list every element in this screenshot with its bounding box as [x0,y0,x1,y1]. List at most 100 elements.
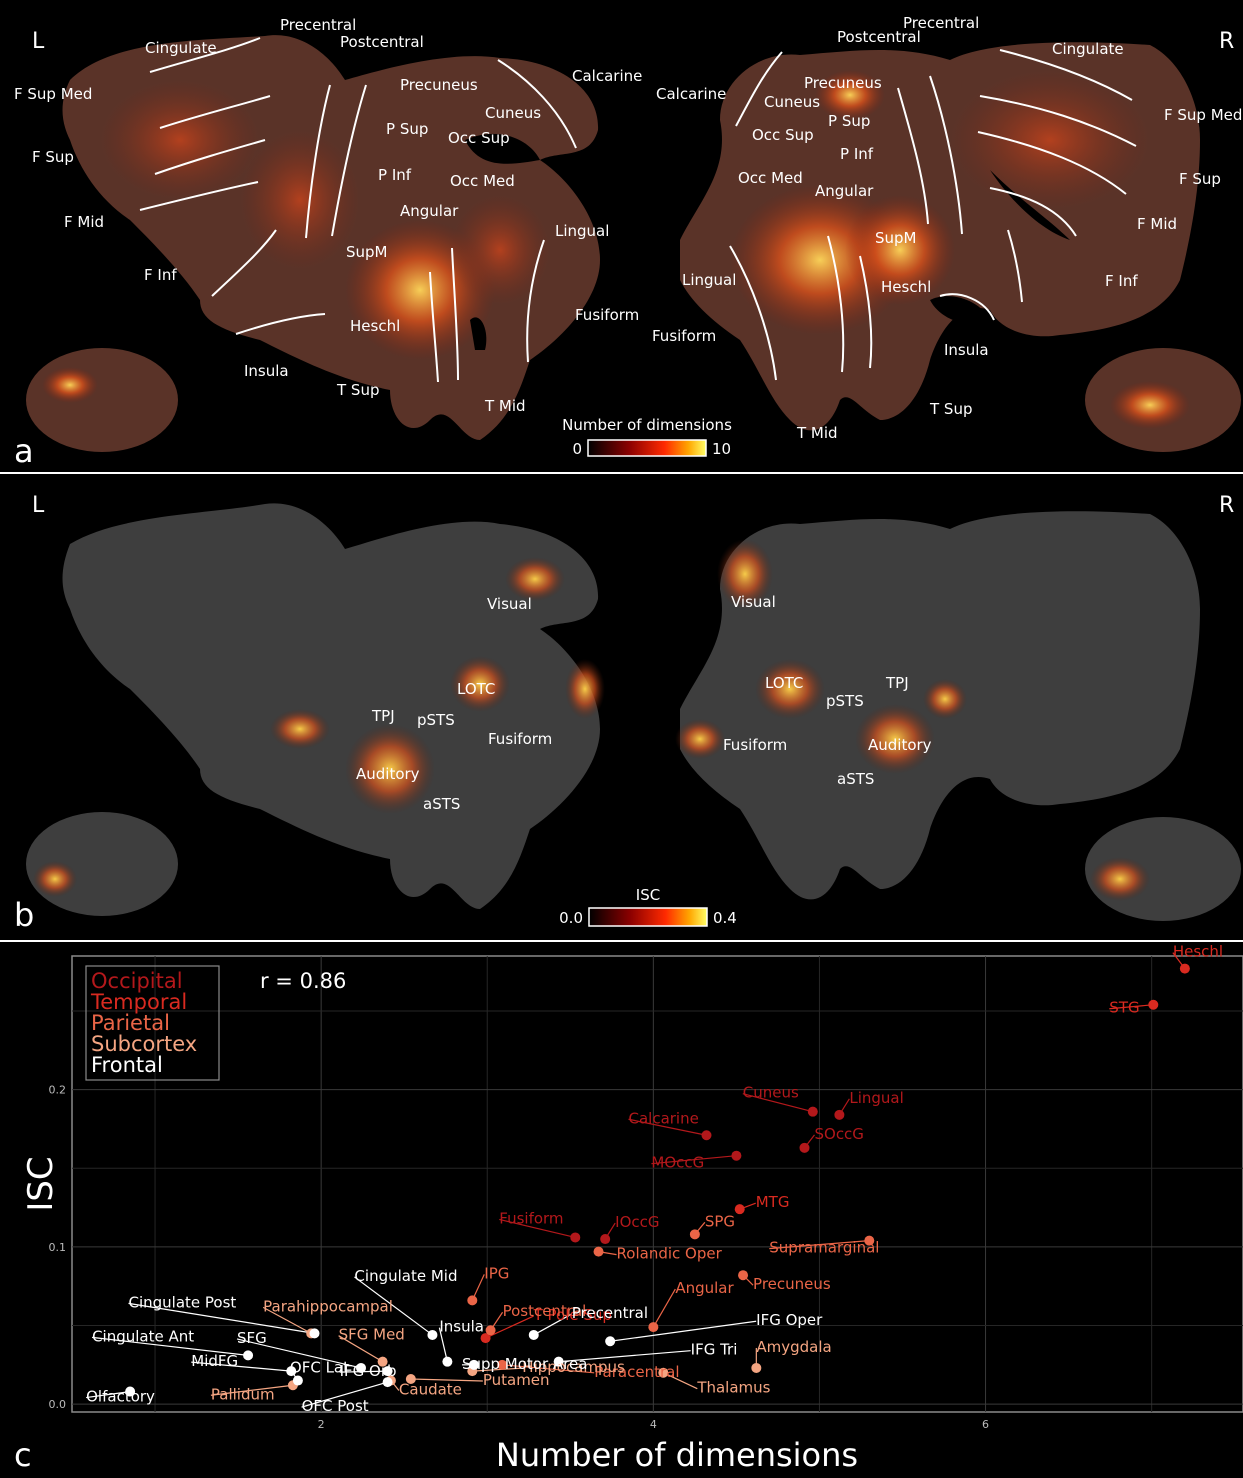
right-sulci-lines [729,49,1137,381]
region-label: Cingulate [1052,40,1124,58]
right-sulcus-line [979,95,1137,147]
point-label-cingulate-mid: Cingulate Mid [354,1267,457,1285]
point-label-midfg: MidFG [191,1352,238,1370]
point-ifg-oper [605,1336,616,1347]
point-label-cingulate-ant: Cingulate Ant [92,1327,194,1345]
point-label-cuneus: Cuneus [743,1084,799,1102]
left-cut-temporal [470,317,487,350]
point-paracentral [497,1359,508,1370]
point-ofc-post [382,1377,393,1388]
point-precentral [528,1329,539,1340]
leader-line-hippocampus [472,1367,523,1372]
point-label-rolandic-oper: Rolandic Oper [617,1245,723,1263]
right-isc-hot-lotc [755,659,825,719]
region-label: P Sup [386,120,428,138]
leader-line-midfg [191,1361,292,1372]
right-hemisphere-flatmap [680,42,1200,431]
isc-region-label: aSTS [837,770,874,788]
region-label: Occ Sup [448,129,510,147]
leader-line-ofc-post [301,1381,388,1408]
axis-ticks: 2 4 6 0.0 0.1 0.2 [49,1084,990,1431]
colorbar-title: ISC [636,886,660,904]
region-label: SupM [346,243,388,261]
panel-a-flatmap-dimensions: Cingulate Precentral Postcentral F Sup M… [0,0,1243,472]
leader-line-ifg-oper [610,1320,757,1342]
x-axis-label: Number of dimensions [496,1436,858,1474]
point-label-spg: SPG [705,1212,735,1230]
left-cut-occipital [465,133,540,164]
region-label: Insula [944,341,989,359]
point-supramarginal [864,1235,875,1246]
region-label: Precuneus [400,76,478,94]
leader-line-cingulate-mid [354,1276,433,1336]
panel-letter-c: c [14,1436,32,1474]
right-sulcus-line [827,235,845,373]
region-label: F Sup Med [1164,106,1242,124]
point-heschl [1179,963,1190,974]
leader-line-cuneus [742,1093,813,1113]
leader-line-sfg [236,1338,362,1369]
region-label: F Inf [1105,272,1138,290]
region-label: T Sup [336,381,379,399]
leader-line-putamen [410,1378,483,1382]
panel-b-canvas: Visual LOTC TPJ pSTS Fusiform Auditory a… [14,493,1241,934]
leader-line-supramarginal [769,1240,870,1250]
point-label-stg: STG [1109,999,1139,1017]
colorbar-isc: ISC 0.0 0.4 [559,886,737,927]
point-cingulate-ant [243,1350,254,1361]
region-label: P Sup [828,112,870,130]
left-isc-hot-fusiform [565,659,605,719]
point-putamen [405,1373,416,1384]
region-label: P Inf [378,166,412,184]
left-sulci-lines [139,37,577,383]
isc-region-label: Visual [731,593,776,611]
left-warm-region-parietal [240,130,360,270]
right-isc-labels: Visual LOTC TPJ pSTS Fusiform Auditory a… [723,593,932,788]
isc-region-label: Fusiform [723,736,787,754]
point-t-pole-sup [480,1333,491,1344]
point-calcarine [701,1130,712,1141]
left-sulcus-line [139,181,259,211]
isc-region-label: Auditory [356,765,420,783]
right-sulcus-line [729,245,777,381]
point-label-sfg-med: SFG Med [339,1326,405,1344]
left-isc-hot-visual [505,557,565,601]
leader-line-insula [438,1327,448,1362]
right-sulcus-line [999,49,1133,101]
isc-region-label: TPJ [885,674,909,692]
left-warm-region-frontal [100,80,260,200]
left-sulcus-line [149,37,261,73]
point-label-mtg: MTG [756,1193,790,1211]
region-label: Precentral [903,14,979,32]
point-cuneus [807,1106,818,1117]
right-isc-hot-fusiform [675,719,725,759]
y-tick-label: 0.0 [49,1398,67,1411]
point-label-ifg-orb: IFG Orb [340,1362,397,1380]
hemisphere-left-marker: L [32,29,45,54]
point-label-soccg: SOccG [814,1125,863,1143]
hemisphere-right-marker: R [1219,29,1234,54]
left-sulcus-line [211,229,277,297]
y-axis-label: ISC [21,1156,61,1211]
region-label: F Inf [144,266,177,284]
right-thumbnail-hotspot [1090,857,1150,901]
point-label-t-pole-sup: T Pole Sup [533,1306,612,1324]
isc-vs-dimensions-scatter: 2 4 6 0.0 0.1 0.2 Calcarine Cuneus Lingual SOccG… [14,943,1243,1474]
leader-line-angular [652,1288,676,1328]
left-sulcus-line [159,95,271,129]
left-warm-region-occipital [450,195,550,305]
left-thumbnail-hotspot [33,861,77,897]
right-isc-hot-auditory [855,704,935,774]
region-label: F Sup [32,148,74,166]
point-label-lingual: Lingual [849,1089,903,1107]
correlation-text: r = 0.86 [260,969,346,993]
point-label-ofc-post: OFC Post [302,1397,369,1415]
point-spg [689,1229,700,1240]
colorbar-min: 0 [572,440,582,458]
leader-line-parahippocampal [262,1306,312,1334]
leader-line-moccg [651,1155,737,1165]
right-sulcus-line [929,75,963,235]
point-label-amygdala: Amygdala [756,1338,831,1356]
region-label: Cuneus [485,104,541,122]
point-cingulate-post [309,1328,320,1339]
